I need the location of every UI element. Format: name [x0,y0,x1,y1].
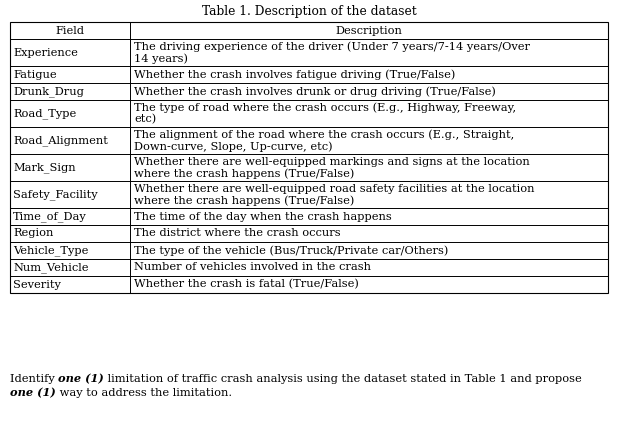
Text: Drunk_Drug: Drunk_Drug [13,86,84,97]
Text: Experience: Experience [13,48,78,58]
Text: Table 1. Description of the dataset: Table 1. Description of the dataset [202,5,416,18]
Text: where the crash happens (True/False): where the crash happens (True/False) [134,168,355,179]
Text: Whether the crash involves fatigue driving (True/False): Whether the crash involves fatigue drivi… [134,69,455,80]
Text: The type of the vehicle (Bus/Truck/Private car/Others): The type of the vehicle (Bus/Truck/Priva… [134,245,448,256]
Text: Num_Vehicle: Num_Vehicle [13,262,89,273]
Text: Mark_Sign: Mark_Sign [13,162,76,173]
Text: Safety_Facility: Safety_Facility [13,189,97,200]
Text: limitation of traffic crash analysis using the dataset stated in Table 1 and pro: limitation of traffic crash analysis usi… [104,374,582,384]
Text: Down-curve, Slope, Up-curve, etc): Down-curve, Slope, Up-curve, etc) [134,141,333,152]
Text: Severity: Severity [13,279,61,290]
Text: Whether there are well-equipped road safety facilities at the location: Whether there are well-equipped road saf… [134,183,535,194]
Text: Whether there are well-equipped markings and signs at the location: Whether there are well-equipped markings… [134,157,530,166]
Text: The type of road where the crash occurs (E.g., Highway, Freeway,: The type of road where the crash occurs … [134,102,516,113]
Text: etc): etc) [134,114,156,125]
Text: Identify: Identify [10,374,58,384]
Text: Vehicle_Type: Vehicle_Type [13,245,88,256]
Text: The time of the day when the crash happens: The time of the day when the crash happe… [134,212,392,221]
Text: Whether the crash involves drunk or drug driving (True/False): Whether the crash involves drunk or drug… [134,86,496,97]
Text: Fatigue: Fatigue [13,70,57,80]
Text: Description: Description [335,26,402,36]
Text: way to address the limitation.: way to address the limitation. [56,388,232,398]
Text: The driving experience of the driver (Under 7 years/7-14 years/Over: The driving experience of the driver (Un… [134,41,530,52]
Text: The district where the crash occurs: The district where the crash occurs [134,228,341,238]
Text: one (1): one (1) [10,387,56,398]
Text: Number of vehicles involved in the crash: Number of vehicles involved in the crash [134,263,371,272]
Text: where the crash happens (True/False): where the crash happens (True/False) [134,195,355,206]
Text: one (1): one (1) [58,373,104,384]
Text: The alignment of the road where the crash occurs (E.g., Straight,: The alignment of the road where the cras… [134,129,514,140]
Text: Whether the crash is fatal (True/False): Whether the crash is fatal (True/False) [134,279,359,290]
Text: Field: Field [55,26,84,36]
Text: 14 years): 14 years) [134,53,188,64]
Text: Road_Alignment: Road_Alignment [13,135,108,146]
Text: Region: Region [13,228,53,238]
Text: Road_Type: Road_Type [13,108,76,119]
Text: Time_of_Day: Time_of_Day [13,211,87,222]
